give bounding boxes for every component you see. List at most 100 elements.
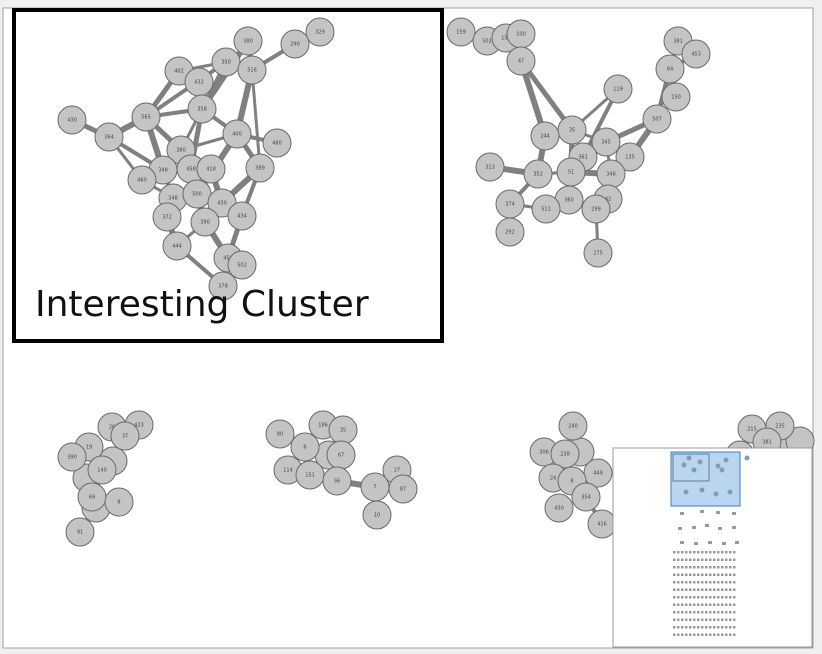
node-label: 507	[652, 117, 662, 123]
minimap-node	[729, 626, 732, 629]
minimap-node	[677, 566, 680, 569]
minimap-node	[713, 581, 716, 584]
minimap-node	[713, 566, 716, 569]
minimap-node	[697, 581, 700, 584]
node	[57, 105, 87, 135]
node	[262, 128, 292, 158]
node	[57, 442, 87, 472]
node-label: 361	[578, 155, 588, 161]
minimap[interactable]	[612, 447, 813, 648]
minimap-node	[693, 633, 696, 636]
minimap-node	[697, 633, 700, 636]
minimap-node	[705, 633, 708, 636]
minimap-node	[701, 633, 704, 636]
minimap-node	[713, 573, 716, 576]
node-label: 24	[550, 476, 556, 482]
minimap-node	[735, 541, 739, 544]
node-label: 345	[601, 140, 611, 146]
minimap-node	[705, 626, 708, 629]
minimap-node	[673, 581, 676, 584]
minimap-node	[729, 588, 732, 591]
minimap-node	[729, 551, 732, 554]
minimap-node	[713, 551, 716, 554]
node-label: 449	[593, 471, 603, 477]
node-label: 390	[67, 455, 77, 461]
node-label: 140	[97, 468, 107, 474]
minimap-node	[709, 611, 712, 614]
node-label: 80	[277, 432, 283, 438]
node	[152, 202, 182, 232]
node-label: 418	[206, 167, 216, 173]
minimap-node	[693, 626, 696, 629]
node-label: 381	[762, 440, 772, 446]
node-label: 150	[671, 95, 681, 101]
minimap-node	[681, 551, 684, 554]
minimap-node	[677, 611, 680, 614]
node-label: 430	[554, 506, 564, 512]
minimap-node	[685, 633, 688, 636]
node-label: 42	[605, 197, 611, 203]
node-label: 119	[613, 87, 623, 93]
minimap-node	[717, 618, 720, 621]
minimap-node	[697, 596, 700, 599]
node-label: 460	[137, 178, 147, 184]
node-label: 87	[400, 487, 406, 493]
minimap-node	[701, 618, 704, 621]
minimap-node	[733, 566, 736, 569]
node	[581, 194, 611, 224]
minimap-node	[705, 524, 709, 527]
minimap-node	[689, 618, 692, 621]
minimap-node	[705, 573, 708, 576]
node	[475, 152, 505, 182]
node	[237, 55, 267, 85]
node	[591, 127, 621, 157]
minimap-node	[693, 551, 696, 554]
node-label: 434	[237, 214, 247, 220]
node-label: 10	[374, 513, 380, 519]
minimap-node	[744, 455, 750, 461]
minimap-node	[701, 581, 704, 584]
minimap-node	[683, 489, 689, 495]
node	[227, 201, 257, 231]
minimap-node	[709, 618, 712, 621]
minimap-node	[699, 487, 705, 493]
node-label: 348	[158, 168, 168, 174]
node	[290, 432, 320, 462]
minimap-node	[685, 618, 688, 621]
minimap-node	[697, 566, 700, 569]
minimap-node	[725, 558, 728, 561]
node	[227, 250, 257, 280]
node-label: 235	[775, 424, 785, 430]
node	[104, 487, 134, 517]
minimap-node	[705, 581, 708, 584]
node-label: 453	[691, 52, 701, 58]
minimap-node	[700, 510, 704, 513]
minimap-node	[709, 551, 712, 554]
minimap-node	[717, 626, 720, 629]
node-label: 8	[117, 500, 120, 506]
minimap-node	[681, 618, 684, 621]
minimap-node	[709, 626, 712, 629]
minimap-node	[685, 611, 688, 614]
minimap-node	[705, 596, 708, 599]
minimap-node	[685, 588, 688, 591]
node-label: 7	[373, 485, 376, 491]
minimap-node	[694, 542, 698, 545]
node-label: 26	[109, 425, 115, 431]
minimap-node	[721, 596, 724, 599]
minimap-node	[701, 626, 704, 629]
node	[305, 17, 335, 47]
minimap-node	[685, 626, 688, 629]
minimap-node	[725, 603, 728, 606]
minimap-node	[689, 588, 692, 591]
minimap-node	[705, 588, 708, 591]
node-label: 56	[334, 479, 340, 485]
minimap-viewport[interactable]	[670, 451, 741, 507]
node-label: 500	[192, 192, 202, 198]
node-label: 329	[315, 30, 325, 36]
minimap-annotation	[672, 453, 710, 482]
minimap-node	[733, 626, 736, 629]
minimap-node	[701, 566, 704, 569]
minimap-node	[725, 581, 728, 584]
